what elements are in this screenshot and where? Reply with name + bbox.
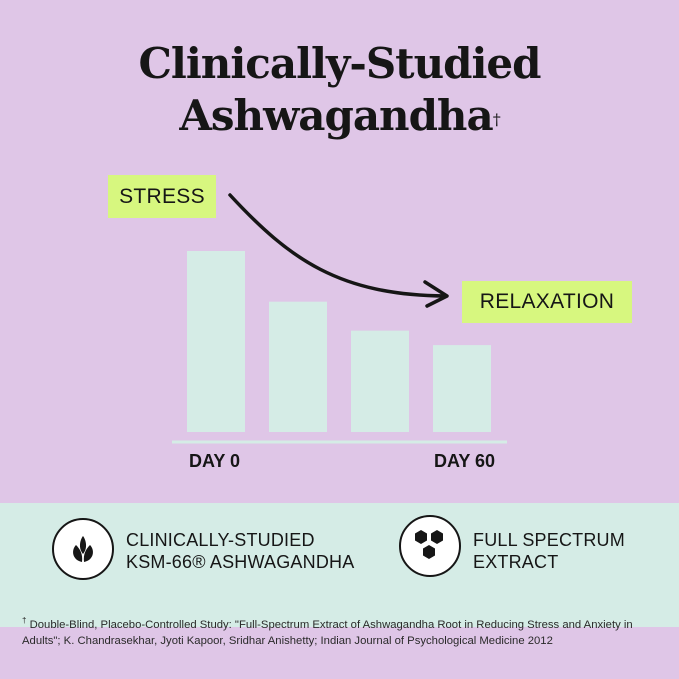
bar-chart: [172, 193, 507, 444]
features-band: [0, 503, 679, 627]
x-tick-day-60: DAY 60: [434, 451, 496, 471]
stress-label: STRESS: [108, 175, 216, 218]
bar-2: [351, 330, 409, 432]
feature-line-2: EXTRACT: [473, 552, 559, 572]
title-line-1: Clinically-Studied: [138, 39, 541, 88]
feature-line-1: FULL SPECTRUM: [473, 530, 625, 550]
hexagons-icon: [399, 515, 461, 577]
bar-3: [433, 345, 491, 432]
x-tick-day-0: DAY 0: [189, 451, 241, 471]
feature-line-1: CLINICALLY-STUDIED: [126, 530, 315, 550]
arrow-head-icon: [423, 280, 449, 308]
trend-arrow-icon: [228, 193, 447, 298]
title-line-2: Ashwagandha†: [0, 90, 679, 142]
relaxation-label: RELAXATION: [462, 281, 632, 323]
feature-line-2: KSM-66® ASHWAGANDHA: [126, 552, 355, 572]
bar-1: [269, 301, 327, 432]
title-text: Ashwagandha: [179, 91, 493, 140]
leaves-icon: [52, 518, 114, 580]
feature-full-spectrum: FULL SPECTRUM EXTRACT: [473, 529, 625, 573]
footnote-text: Double-Blind, Placebo-Controlled Study: …: [22, 618, 633, 647]
footnote-mark: †: [22, 616, 27, 625]
bar-0: [187, 251, 245, 432]
footnote: † Double-Blind, Placebo-Controlled Study…: [22, 613, 662, 649]
dagger-mark: †: [492, 110, 501, 129]
feature-ksm66: CLINICALLY-STUDIED KSM-66® ASHWAGANDHA: [126, 529, 354, 573]
